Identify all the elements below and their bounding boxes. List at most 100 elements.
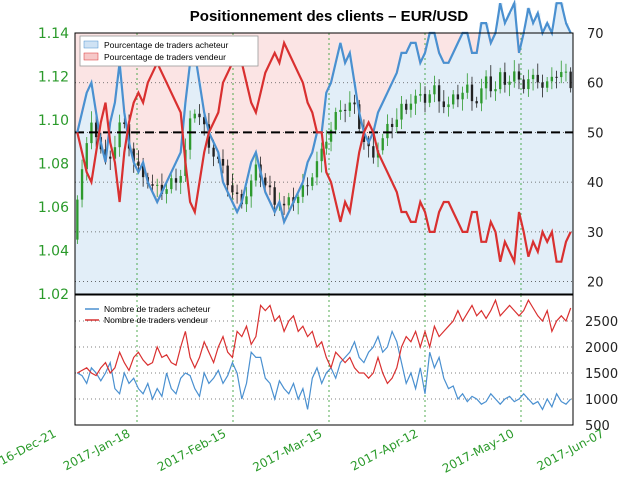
- sell-share-fill: [422, 33, 428, 53]
- buy-share-fill: [131, 162, 137, 294]
- sell-share-fill: [403, 33, 409, 53]
- buy-share-fill: [460, 33, 466, 294]
- sell-share-fill: [201, 33, 207, 113]
- sell-share-fill: [93, 33, 99, 113]
- price-tick-label: 1.12: [38, 70, 69, 86]
- legend-sell-swatch: [83, 52, 99, 61]
- sell-share-fill: [150, 33, 156, 193]
- candle-body: [296, 196, 300, 204]
- candle-body: [254, 164, 258, 181]
- buy-share-fill: [244, 182, 250, 294]
- candle-body: [414, 95, 417, 104]
- candle-body: [560, 71, 563, 78]
- buy-share-fill: [150, 192, 156, 294]
- x-tick-label: 2017-May-10: [440, 426, 516, 475]
- sell-share-fill: [370, 33, 376, 133]
- pct-tick-label: 30: [587, 226, 604, 241]
- candle-body: [212, 147, 215, 157]
- buy-share-fill: [305, 162, 311, 294]
- candle-body: [118, 122, 121, 148]
- buy-share-fill: [136, 172, 142, 294]
- buy-share-fill: [521, 33, 527, 294]
- candle-body: [470, 84, 474, 102]
- buy-share-fill: [432, 33, 438, 294]
- buy-share-fill: [112, 102, 118, 294]
- buy-share-fill: [530, 23, 536, 295]
- pct-tick-label: 50: [587, 126, 604, 141]
- buy-share-fill: [220, 182, 226, 294]
- legend-count-buy-label: Nombre de traders acheteur: [104, 304, 210, 314]
- candle-body: [151, 184, 154, 186]
- buy-share-fill: [159, 192, 165, 294]
- buy-share-fill: [277, 202, 283, 294]
- buy-share-fill: [455, 42, 461, 294]
- sell-share-fill: [333, 33, 339, 63]
- buy-share-fill: [258, 172, 264, 294]
- pct-tick-label: 20: [587, 276, 604, 291]
- buy-share-fill: [535, 13, 541, 294]
- sell-share-fill: [436, 33, 442, 53]
- sell-share-fill: [469, 33, 475, 53]
- candle-body: [179, 175, 182, 183]
- buy-share-fill: [84, 92, 90, 295]
- buy-share-fill: [474, 52, 480, 295]
- candle-body: [109, 156, 112, 159]
- sell-share-fill: [408, 33, 414, 43]
- count-tick-label: 500: [585, 419, 610, 434]
- pct-tick-label: 40: [587, 176, 604, 191]
- candle-body: [174, 178, 178, 183]
- series-buy-count: [77, 329, 572, 411]
- buy-share-fill: [121, 112, 127, 295]
- candle-body: [390, 123, 394, 127]
- count-tick-label: 2000: [585, 341, 618, 356]
- sell-share-fill: [145, 33, 151, 183]
- sell-share-fill: [168, 33, 174, 173]
- sell-share-fill: [244, 33, 250, 183]
- candle-body: [282, 203, 286, 206]
- sell-share-fill: [380, 33, 386, 103]
- legend-count-sell-label: Nombre de traders vendeur: [104, 315, 208, 325]
- sell-share-fill: [121, 33, 127, 113]
- x-tick-label: 2016-Dec-21: [0, 426, 58, 475]
- sell-share-fill: [455, 33, 461, 43]
- candle-body: [555, 76, 558, 78]
- sell-share-fill: [474, 33, 480, 53]
- candle-body: [545, 81, 549, 88]
- candle-body: [348, 102, 352, 111]
- x-tick-label: 2017-Jan-18: [61, 426, 133, 473]
- candle-body: [531, 74, 535, 80]
- sell-share-fill: [126, 33, 132, 143]
- legend-sell-label: Pourcentage de traders vendeur: [104, 52, 226, 62]
- sell-share-fill: [136, 33, 142, 173]
- candle-body: [541, 82, 544, 88]
- buy-share-fill: [126, 142, 132, 294]
- sell-share-fill: [295, 33, 301, 193]
- buy-share-fill: [516, 52, 522, 295]
- buy-share-fill: [356, 112, 362, 295]
- buy-share-fill: [98, 142, 104, 294]
- sell-share-fill: [347, 33, 353, 53]
- sell-share-fill: [291, 33, 297, 203]
- candle-body: [76, 199, 79, 240]
- buy-share-fill: [450, 52, 456, 295]
- candle-body: [343, 109, 347, 111]
- buy-share-fill: [464, 33, 470, 294]
- candle-body: [386, 123, 389, 139]
- buy-share-fill: [554, 3, 560, 295]
- candle-body: [123, 122, 126, 125]
- sell-share-fill: [253, 33, 259, 153]
- buy-share-fill: [436, 52, 442, 295]
- buy-share-fill: [286, 211, 292, 294]
- count-tick-label: 1500: [585, 367, 618, 382]
- buy-share-fill: [352, 82, 358, 294]
- candle-body: [329, 129, 333, 142]
- bottom-panel-frame: [74, 294, 574, 426]
- buy-share-fill: [206, 132, 212, 294]
- sell-share-fill: [314, 33, 320, 133]
- candle-body: [381, 138, 384, 151]
- buy-share-fill: [502, 23, 508, 295]
- candle-body: [419, 94, 422, 96]
- sell-share-fill: [277, 33, 283, 203]
- sell-share-fill: [300, 33, 306, 183]
- candle-body: [301, 185, 305, 197]
